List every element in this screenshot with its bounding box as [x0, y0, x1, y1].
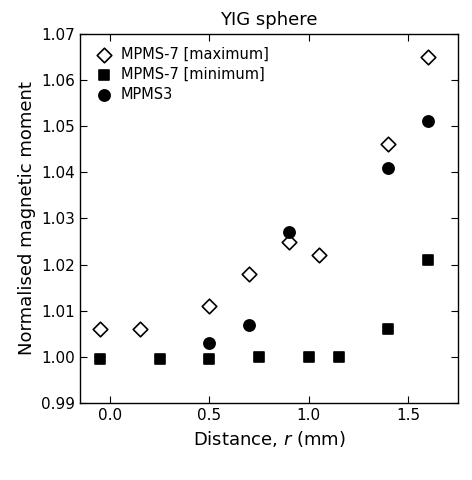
MPMS-7 [minimum]	[335, 353, 342, 361]
MPMS3	[285, 228, 293, 236]
MPMS-7 [minimum]	[255, 353, 263, 361]
MPMS3	[424, 118, 432, 125]
MPMS-7 [maximum]	[385, 141, 392, 148]
MPMS3	[245, 321, 253, 328]
MPMS-7 [minimum]	[424, 256, 432, 264]
MPMS-7 [minimum]	[385, 325, 392, 333]
MPMS-7 [minimum]	[96, 356, 104, 363]
MPMS-7 [maximum]	[96, 325, 104, 333]
Legend: MPMS-7 [maximum], MPMS-7 [minimum], MPMS3: MPMS-7 [maximum], MPMS-7 [minimum], MPMS…	[87, 41, 275, 108]
MPMS-7 [minimum]	[305, 353, 312, 361]
X-axis label: Distance, $r$ (mm): Distance, $r$ (mm)	[193, 429, 346, 449]
MPMS-7 [maximum]	[206, 302, 213, 310]
MPMS-7 [maximum]	[245, 270, 253, 278]
MPMS3	[206, 339, 213, 347]
MPMS3	[385, 164, 392, 171]
MPMS-7 [maximum]	[424, 53, 432, 60]
MPMS-7 [minimum]	[206, 356, 213, 363]
MPMS-7 [maximum]	[136, 325, 143, 333]
Y-axis label: Normalised magnetic moment: Normalised magnetic moment	[18, 82, 36, 355]
MPMS-7 [minimum]	[156, 356, 163, 363]
MPMS-7 [maximum]	[285, 238, 293, 245]
Title: YIG sphere: YIG sphere	[220, 11, 318, 29]
MPMS-7 [maximum]	[315, 252, 322, 259]
